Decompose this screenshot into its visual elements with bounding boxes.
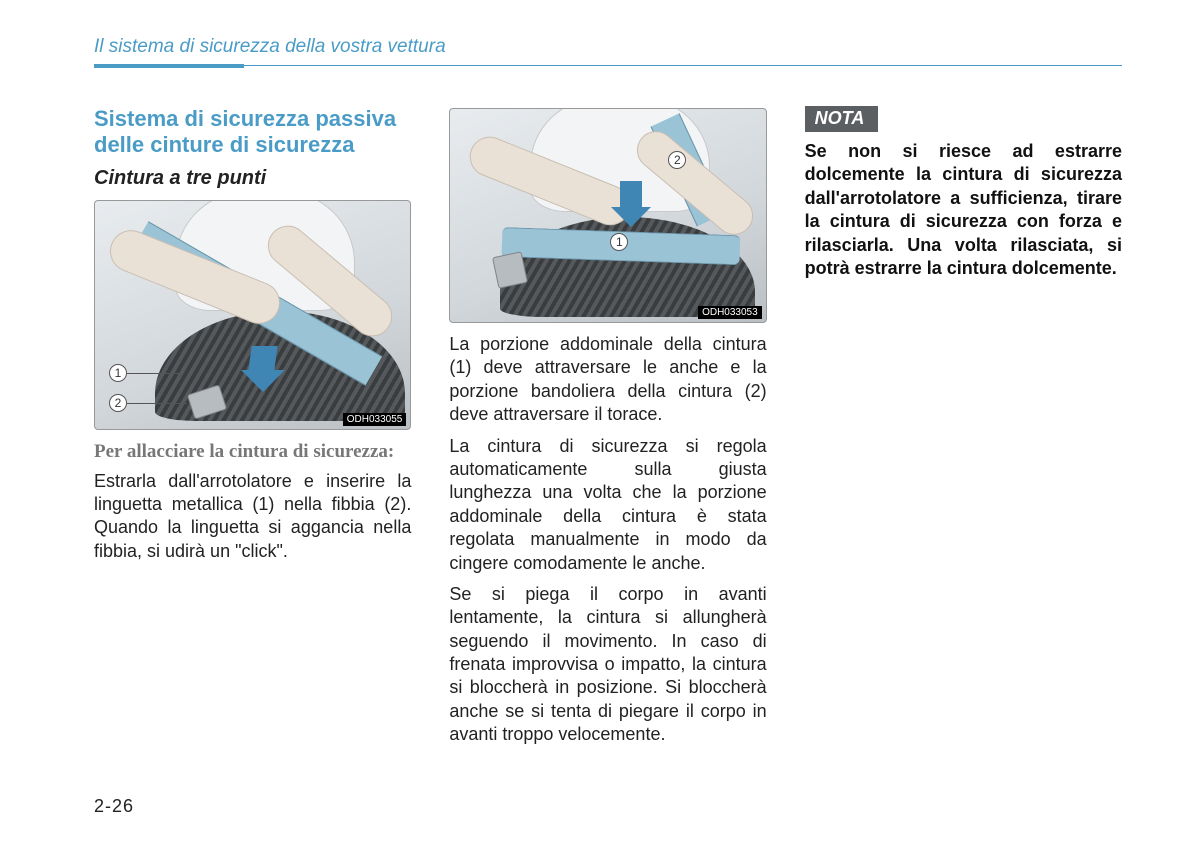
figure-seatbelt-position: 1 2 ODH033053 xyxy=(449,108,766,323)
body-paragraph-1: La porzione addominale della cintura (1)… xyxy=(449,333,766,427)
figure-seatbelt-fasten: 1 2 ODH033055 xyxy=(94,200,411,430)
body-paragraph: Estrarla dall'arrotolatore e inserire la… xyxy=(94,470,411,564)
nota-label: NOTA xyxy=(805,106,879,132)
page-header: Il sistema di sicurezza della vostra vet… xyxy=(94,36,1122,66)
leader-2 xyxy=(127,403,187,404)
body-paragraph-2: La cintura di sicurezza si regola automa… xyxy=(449,435,766,575)
page-number: 2-26 xyxy=(94,796,134,817)
nota-text: Se non si riesce ad estrarre dolcemente … xyxy=(805,140,1122,280)
header-rule-thick xyxy=(94,64,244,68)
content-columns: Sistema di sicurezza passiva delle cintu… xyxy=(94,106,1122,815)
marker-1: 1 xyxy=(109,364,127,382)
sub-title: Cintura a tre punti xyxy=(94,167,411,190)
column-2: 1 2 ODH033053 La porzione addominale del… xyxy=(449,106,766,815)
leader-1 xyxy=(127,373,182,374)
figure-caption: Per allacciare la cintura di sicurezza: xyxy=(94,440,411,464)
figure-code: ODH033053 xyxy=(698,306,762,319)
marker-2: 2 xyxy=(109,394,127,412)
body-paragraph-3: Se si piega il corpo in avanti lentament… xyxy=(449,583,766,747)
figure-code: ODH033055 xyxy=(343,413,407,426)
arrow-down-icon xyxy=(620,181,651,227)
section-title: Sistema di sicurezza passiva delle cintu… xyxy=(94,106,411,159)
arrow-down-icon xyxy=(250,346,285,392)
manual-page: Il sistema di sicurezza della vostra vet… xyxy=(0,0,1200,845)
header-rule-thin xyxy=(94,65,1122,66)
header-title: Il sistema di sicurezza della vostra vet… xyxy=(94,36,1122,64)
column-3: NOTA Se non si riesce ad estrarre dolcem… xyxy=(805,106,1122,815)
header-rule xyxy=(94,64,1122,66)
column-1: Sistema di sicurezza passiva delle cintu… xyxy=(94,106,411,815)
